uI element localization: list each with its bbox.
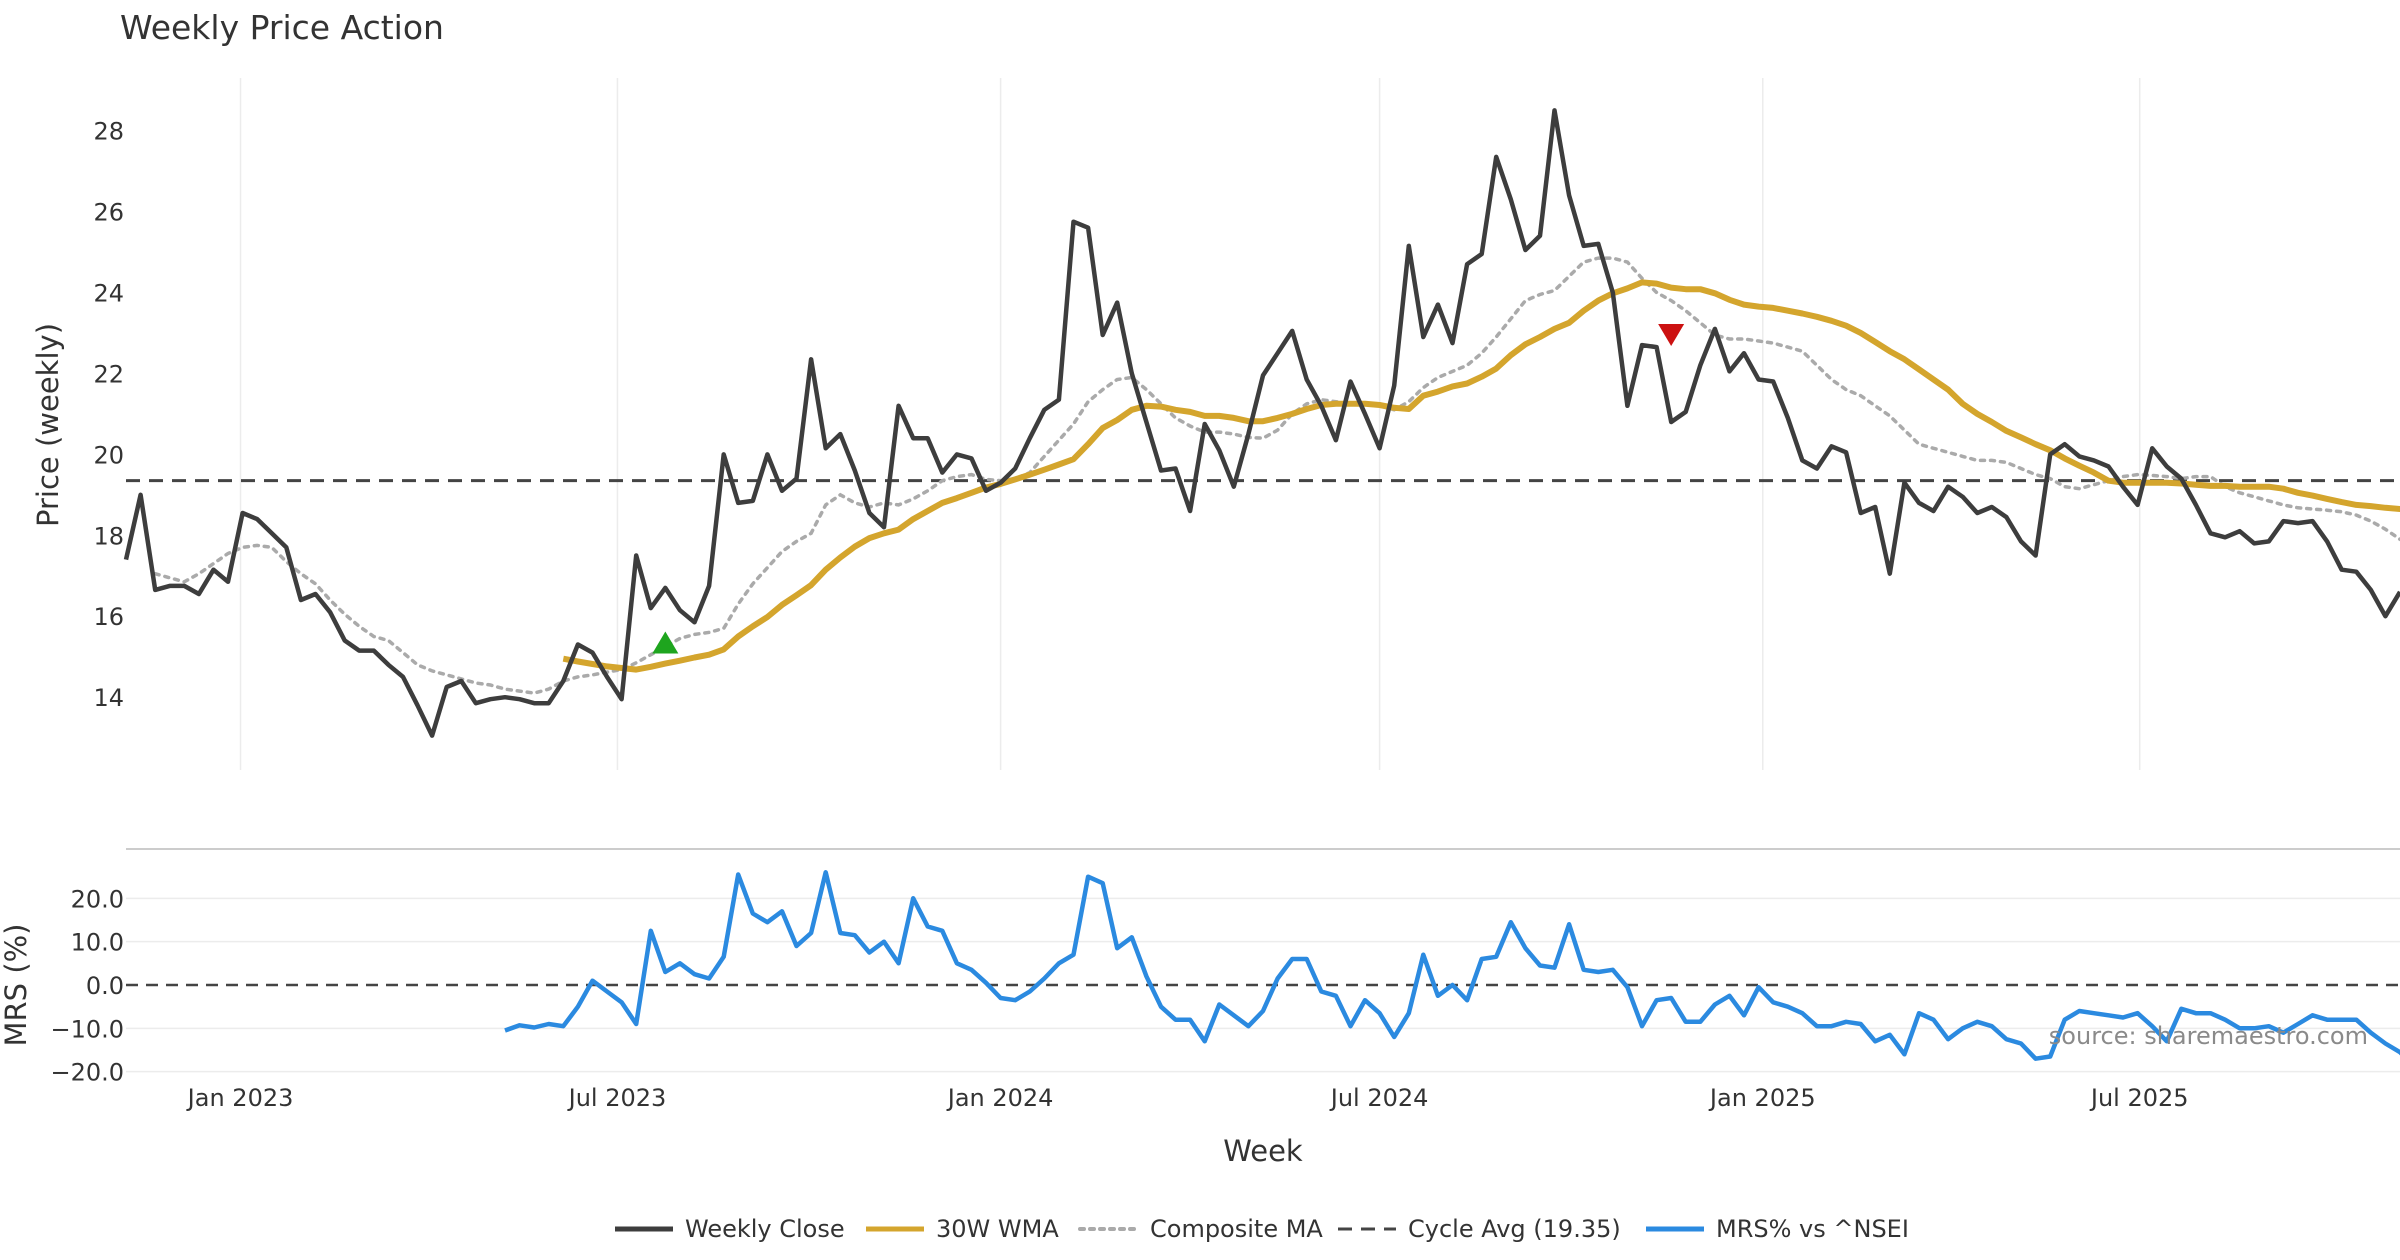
source-note: source: sharemaestro.com [2049,1022,2368,1050]
price-tick-label: 22 [93,360,124,388]
legend: Weekly Close 30W WMA Composite MA Cycle Avg… [615,1215,1909,1243]
x-tick-label: Jan 2023 [186,1084,294,1112]
mrs-line [504,870,2400,1061]
mrs-tick-label: −10.0 [50,1015,124,1043]
x-tick-label: Jan 2025 [1708,1084,1816,1112]
price-tick-label: 16 [93,603,124,631]
legend-label: 30W WMA [936,1215,1059,1243]
weekly-close-line [123,108,2400,738]
x-axis-ticks: Jan 2023 Jul 2023 Jan 2024 Jul 2024 Jan 2025… [186,1084,2189,1112]
x-axis-title: Week [1223,1134,1303,1168]
price-tick-label: 20 [93,441,124,469]
mrs-tick-label: 20.0 [71,885,124,913]
legend-item-wma: 30W WMA [866,1215,1059,1243]
mrs-tick-label: 0.0 [86,972,124,1000]
mrs-tick-label: 10.0 [71,929,124,957]
x-tick-label: Jul 2025 [2089,1084,2189,1112]
price-y-ticks: 14 16 18 20 22 24 26 28 [93,118,124,713]
mrs-y-ticks: 20.0 10.0 0.0 −10.0 −20.0 [50,885,124,1086]
legend-item-mrs: MRS% vs ^NSEI [1646,1215,1909,1243]
price-tick-label: 24 [93,279,124,307]
mrs-tick-label: −20.0 [50,1059,124,1087]
price-tick-label: 18 [93,522,124,550]
legend-label: Weekly Close [685,1215,845,1243]
price-tick-label: 14 [93,684,124,712]
legend-item-composite: Composite MA [1078,1215,1323,1243]
price-axis-title: Price (weekly) [31,323,65,527]
buy-signal-marker [652,631,679,654]
legend-label: Composite MA [1150,1215,1323,1243]
x-tick-label: Jul 2024 [1329,1084,1429,1112]
chart-title: Weekly Price Action [120,8,444,47]
sell-signal-marker [1658,323,1685,346]
x-tick-label: Jan 2024 [946,1084,1054,1112]
legend-label: MRS% vs ^NSEI [1716,1215,1909,1243]
mrs-axis-title: MRS (%) [0,924,33,1047]
price-tick-label: 28 [93,118,124,146]
composite-ma-line [153,256,2400,695]
price-gridlines [239,78,2141,770]
legend-label: Cycle Avg (19.35) [1408,1215,1621,1243]
legend-item-cycle: Cycle Avg (19.35) [1338,1215,1621,1243]
price-tick-label: 26 [93,199,124,227]
x-tick-label: Jul 2023 [567,1084,667,1112]
legend-item-close: Weekly Close [615,1215,845,1243]
wma-30w-line [562,279,2400,673]
